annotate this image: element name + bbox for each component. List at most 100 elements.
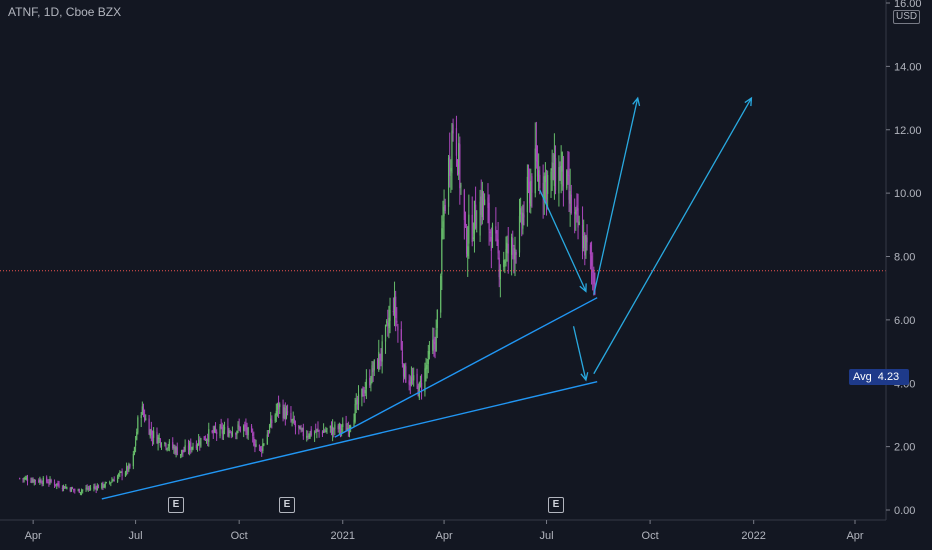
candle-body — [464, 223, 467, 225]
candle-body — [93, 486, 95, 489]
candle-body — [119, 471, 121, 473]
candle-body — [372, 368, 374, 373]
candle-body — [156, 431, 158, 444]
candle-body — [109, 482, 111, 484]
candle-body — [474, 204, 477, 229]
candle-body — [82, 489, 84, 491]
candle-body — [239, 426, 241, 432]
arrow-head-icon — [580, 372, 589, 382]
candle-body — [427, 350, 429, 365]
candle-body — [362, 387, 364, 397]
candle-body — [342, 423, 344, 428]
time-tick-label: Apr — [25, 530, 42, 542]
candle-body — [267, 432, 270, 434]
candle-body — [384, 324, 387, 342]
arrow-line[interactable] — [593, 97, 752, 375]
candle-body — [418, 382, 420, 398]
candle-body — [521, 212, 523, 225]
candle-body — [569, 191, 571, 204]
candle-body — [219, 426, 221, 436]
candle-body — [204, 439, 206, 441]
candle-body — [275, 410, 277, 416]
candle-body — [258, 445, 261, 447]
candle-body — [542, 182, 544, 194]
candle-body — [299, 426, 301, 430]
candle-body — [467, 246, 469, 257]
candle-body — [166, 448, 168, 450]
candle-body — [451, 130, 453, 174]
candle-body — [141, 406, 143, 415]
candle-body — [181, 449, 183, 455]
candle-body — [105, 482, 107, 484]
time-tick-label: Jul — [129, 530, 143, 542]
candle-body — [86, 487, 88, 490]
arrow-line[interactable] — [539, 189, 587, 292]
candles-layer — [19, 115, 596, 496]
candle-body — [85, 488, 87, 490]
candle-body — [309, 431, 311, 438]
candle-body — [441, 228, 443, 275]
candle-body — [590, 255, 593, 266]
candle-body — [262, 443, 264, 452]
candle-body — [449, 156, 451, 176]
candle-body — [339, 425, 342, 431]
candle-body — [23, 478, 25, 480]
candle-body — [96, 485, 98, 491]
trendline[interactable] — [101, 380, 598, 500]
candle-body — [593, 269, 595, 285]
candle-body — [33, 479, 35, 483]
candle-body — [515, 252, 517, 255]
candle-body — [365, 379, 367, 389]
arrow-line[interactable] — [572, 326, 587, 381]
trendline[interactable] — [334, 297, 598, 438]
candle-body — [577, 208, 579, 228]
candle-body — [173, 447, 175, 449]
candle-body — [42, 477, 44, 485]
time-axis[interactable]: Apr Jul Oct 2021 Apr Jul Oct 2022 Apr — [25, 520, 864, 542]
candle-body — [481, 190, 483, 218]
candle-body — [190, 442, 192, 450]
candle-body — [553, 154, 556, 186]
candle-body — [388, 317, 390, 328]
candle-body — [245, 425, 247, 430]
candle-body — [402, 364, 405, 377]
drawings-layer[interactable] — [0, 96, 886, 500]
candle-body — [80, 490, 83, 493]
candle-body — [223, 426, 226, 430]
candle-body — [592, 269, 594, 273]
candle-body — [164, 442, 166, 445]
candle-body — [286, 411, 289, 413]
candle-body — [575, 209, 577, 215]
candle-body — [317, 428, 319, 430]
candle-body — [279, 404, 281, 407]
candle-body — [547, 175, 549, 194]
candle-body — [495, 226, 497, 234]
earnings-marker-icon[interactable]: E — [548, 497, 564, 513]
candle-body — [70, 487, 73, 492]
candle-body — [333, 428, 335, 431]
candle-body — [229, 431, 231, 433]
symbol-title: ATNF, 1D, Cboe BZX — [8, 5, 122, 19]
arrow-line[interactable] — [593, 97, 639, 295]
arrow-head-icon — [579, 283, 587, 293]
candle-body — [345, 423, 347, 432]
candle-body — [22, 478, 24, 480]
candle-body — [567, 170, 569, 176]
candle-body — [354, 404, 356, 422]
candle-body — [323, 430, 325, 433]
candle-body — [310, 429, 312, 436]
candle-body — [514, 248, 516, 260]
candle-body — [513, 248, 515, 260]
candle-body — [175, 447, 177, 453]
arrow-head-icon — [744, 96, 753, 107]
currency-label[interactable]: USD — [893, 10, 921, 24]
candle-body — [252, 433, 254, 437]
candle-body — [142, 407, 145, 415]
candle-body — [125, 466, 128, 473]
candle-body — [132, 453, 134, 467]
earnings-marker-icon[interactable]: E — [168, 497, 184, 513]
earnings-marker-icon[interactable]: E — [279, 497, 295, 513]
candle-body — [491, 224, 494, 248]
